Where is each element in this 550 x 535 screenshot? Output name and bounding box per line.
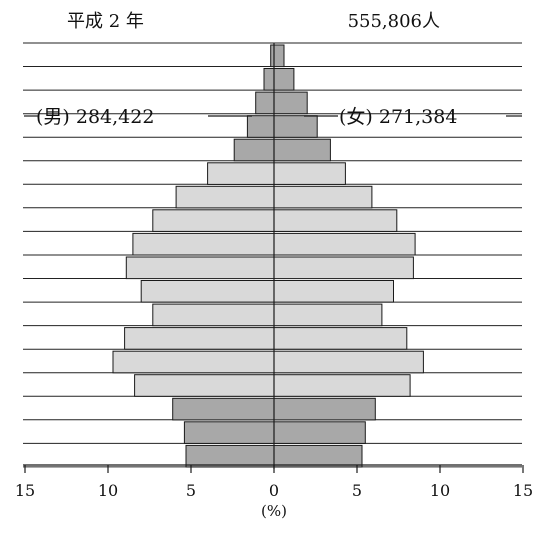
total-population-label: 555,806人 bbox=[348, 11, 440, 32]
x-tick-label: 0 bbox=[269, 481, 279, 500]
male-bar bbox=[263, 68, 275, 91]
male-bar bbox=[255, 91, 275, 115]
male-bar bbox=[125, 256, 275, 280]
male-bar bbox=[134, 374, 275, 397]
male-bar bbox=[185, 444, 275, 468]
female-bar bbox=[273, 350, 424, 374]
female-bar bbox=[273, 327, 408, 350]
male-bar bbox=[175, 185, 275, 209]
male-bar bbox=[152, 209, 275, 232]
x-axis bbox=[23, 43, 522, 469]
x-tick-label: 15 bbox=[513, 481, 533, 500]
female-bar bbox=[273, 44, 285, 68]
x-tick-label: 10 bbox=[430, 481, 450, 500]
female-bar bbox=[273, 421, 366, 444]
male-bar bbox=[140, 280, 275, 303]
female-bar bbox=[273, 115, 318, 138]
x-axis-unit-label: (%) bbox=[261, 502, 287, 520]
female-bar bbox=[273, 185, 373, 209]
male-bar bbox=[112, 350, 275, 374]
female-bar bbox=[273, 280, 394, 303]
female-bar bbox=[273, 138, 331, 162]
male-bar bbox=[132, 232, 275, 256]
female-label: (女) 271,384 bbox=[339, 106, 457, 128]
x-tick-label: 10 bbox=[98, 481, 118, 500]
male-label: (男) 284,422 bbox=[36, 106, 154, 128]
female-bar bbox=[273, 209, 398, 232]
male-bar bbox=[233, 138, 275, 162]
female-bar bbox=[273, 68, 295, 91]
x-tick-label: 15 bbox=[15, 481, 35, 500]
x-tick-label: 5 bbox=[352, 481, 362, 500]
male-bar bbox=[172, 397, 275, 421]
male-bar bbox=[207, 162, 275, 185]
female-bar bbox=[273, 444, 363, 468]
female-bar bbox=[273, 162, 346, 185]
female-bar bbox=[273, 91, 308, 115]
male-bar bbox=[246, 115, 275, 138]
era-label: 平成 2 年 bbox=[67, 11, 144, 32]
male-bar bbox=[124, 327, 275, 350]
female-bar bbox=[273, 256, 414, 280]
male-bar bbox=[152, 303, 275, 327]
female-bar bbox=[273, 232, 416, 256]
x-axis-ticks: 15 10 5 0 5 10 15 bbox=[15, 465, 533, 500]
female-bar bbox=[273, 397, 376, 421]
female-bar bbox=[273, 303, 383, 327]
bars bbox=[112, 44, 424, 468]
x-tick-label: 5 bbox=[186, 481, 196, 500]
female-bar bbox=[273, 374, 411, 397]
male-bar bbox=[183, 421, 275, 444]
